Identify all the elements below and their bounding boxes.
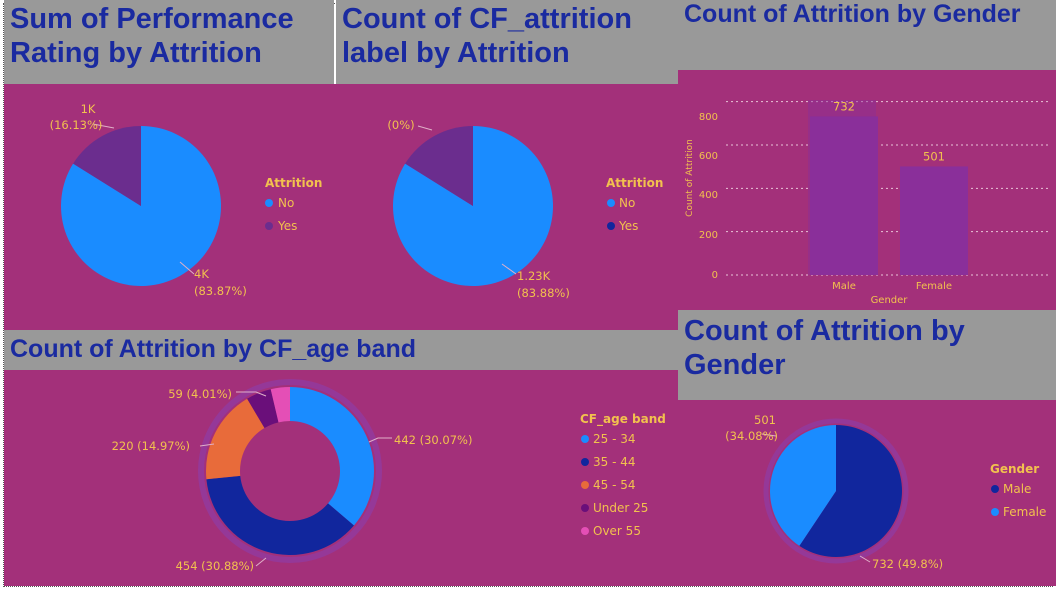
y-axis-label: Count of Attrition: [685, 139, 695, 217]
age-legend-item-under25[interactable]: Under 25: [593, 501, 648, 515]
gender-pie-panel: 501 (34.08%) 732 (49.8%) Gender Male Fem…: [678, 400, 1056, 586]
xtick-male: Male: [832, 281, 856, 292]
perf-label-no-value: 4K: [194, 267, 209, 281]
ytick-600: 600: [699, 151, 718, 162]
gender-pie-legend-female-swatch: [991, 508, 999, 516]
age-legend-title: CF_age band: [580, 412, 666, 427]
x-axis-label: Gender: [871, 295, 909, 306]
cf-label-no-value: 1.23K: [517, 269, 551, 283]
perf-pie-svg: 1K (16.13%) 4K (83.87%) Attrition No Yes: [50, 102, 323, 298]
gender-pie-legend-title: Gender: [990, 462, 1039, 476]
perf-label-no-pct: (83.87%): [194, 284, 247, 298]
age-label-25-34: 442 (30.07%): [394, 433, 472, 447]
gender-pie-label-male: 732 (49.8%): [872, 557, 943, 571]
age-donut-hover-ring: [198, 379, 382, 563]
cf-chart-panel: (0%) 1.23K (83.88%) Attrition No Yes: [336, 84, 678, 330]
gender-bar-panel: 732 501 800 600 400 200 0 Count of Attri…: [678, 70, 1056, 310]
perf-chart-panel: 1K (16.13%) 4K (83.87%) Attrition No Yes: [4, 84, 336, 330]
perf-leader-yes: [92, 123, 115, 129]
age-slice-45to54[interactable]: [206, 398, 265, 480]
perf-slice-yes[interactable]: [73, 126, 141, 206]
perf-legend-yes[interactable]: Yes: [277, 219, 297, 233]
cf-leader-yes: [417, 125, 433, 131]
age-legend-swatch-1: [581, 458, 589, 466]
age-label-45-54: 220 (14.97%): [112, 439, 190, 453]
gender-pie-leader-male: [859, 555, 871, 563]
perf-legend-no[interactable]: No: [278, 196, 294, 210]
age-chart-panel: 59 (4.01%) 442 (30.07%) 220 (14.97%) 454…: [4, 370, 678, 586]
bar-female[interactable]: [900, 166, 968, 275]
ytick-200: 200: [699, 230, 718, 241]
ytick-0: 0: [712, 270, 718, 281]
age-label-under25: 59 (4.01%): [168, 387, 232, 401]
cf-legend-no[interactable]: No: [619, 196, 635, 210]
gender-bar-svg: 732 501 800 600 400 200 0 Count of Attri…: [685, 99, 1048, 306]
age-legend-swatch-3: [581, 504, 589, 512]
cf-legend-yes[interactable]: Yes: [618, 219, 638, 233]
age-slice-35to44[interactable]: [206, 475, 354, 555]
gender-pie-label-female-value: 501: [754, 413, 776, 427]
age-legend-swatch-4: [581, 527, 589, 535]
cf-legend-title: Attrition: [606, 176, 663, 190]
age-donut-svg: 59 (4.01%) 442 (30.07%) 220 (14.97%) 454…: [112, 379, 666, 573]
gender-pie-title: Count of Attrition by Gender: [678, 310, 1056, 400]
bar-female-value: 501: [923, 149, 945, 163]
age-legend-item-35-44[interactable]: 35 - 44: [593, 455, 636, 469]
age-legend-item-over55[interactable]: Over 55: [593, 524, 641, 538]
ytick-800: 800: [699, 112, 718, 123]
gender-pie-legend-female[interactable]: Female: [1003, 505, 1046, 519]
age-donut-slices: [206, 387, 374, 555]
perf-legend-yes-swatch: [265, 222, 273, 230]
cf-pie-svg: (0%) 1.23K (83.88%) Attrition No Yes: [387, 118, 663, 300]
gender-pie-slice-female[interactable]: [770, 425, 836, 546]
age-legend-item-45-54[interactable]: 45 - 54: [593, 478, 636, 492]
perf-legend-title: Attrition: [265, 176, 322, 190]
age-leader-35-44: [255, 557, 267, 567]
cf-label-yes-pct: (0%): [387, 118, 414, 132]
gender-pie-leader-female: [761, 433, 777, 437]
age-leader-25-34: [368, 437, 392, 443]
cf-leader-no: [501, 263, 517, 275]
perf-label-yes-value: 1K: [81, 102, 96, 116]
gender-pie-slice-male[interactable]: [799, 425, 902, 557]
gender-pie-label-female-pct: (34.08%): [725, 429, 778, 443]
age-slice-25to34[interactable]: [290, 387, 374, 526]
perf-chart-title: Sum of Performance Rating by Attrition: [4, 0, 334, 84]
cf-legend-no-swatch: [607, 199, 615, 207]
age-legend-swatch-0: [581, 435, 589, 443]
cf-slice-yes[interactable]: [405, 126, 473, 206]
age-slice-under25[interactable]: [247, 389, 279, 429]
xtick-female: Female: [916, 281, 952, 292]
age-label-35-44: 454 (30.88%): [176, 559, 254, 573]
age-legend-swatch-2: [581, 481, 589, 489]
gender-pie-legend-male[interactable]: Male: [1003, 482, 1031, 496]
ytick-400: 400: [699, 190, 718, 201]
bar-male-value: 732: [833, 99, 855, 113]
perf-legend-no-swatch: [265, 199, 273, 207]
perf-leader-no: [179, 261, 195, 275]
gender-pie-hover-ring: [763, 418, 909, 564]
gender-pie-svg: 501 (34.08%) 732 (49.8%) Gender Male Fem…: [725, 413, 1046, 571]
age-leader-under25: [236, 391, 267, 397]
age-chart-title: Count of Attrition by CF_age band: [4, 330, 678, 370]
age-leader-45-54: [199, 443, 215, 447]
gender-pie-legend-male-swatch: [991, 485, 999, 493]
perf-label-yes-pct: (16.13%): [50, 118, 103, 132]
age-legend-item-25-34[interactable]: 25 - 34: [593, 432, 636, 446]
age-slice-over55[interactable]: [270, 387, 290, 423]
cf-chart-title: Count of CF_attrition label by Attrition: [336, 0, 678, 84]
cf-legend-yes-swatch: [607, 222, 615, 230]
cf-label-no-pct: (83.88%): [517, 286, 570, 300]
bar-gridlines: [726, 101, 1048, 276]
gender-bar-title: Count of Attrition by Gender: [678, 0, 1056, 70]
bar-male[interactable]: [810, 116, 878, 276]
